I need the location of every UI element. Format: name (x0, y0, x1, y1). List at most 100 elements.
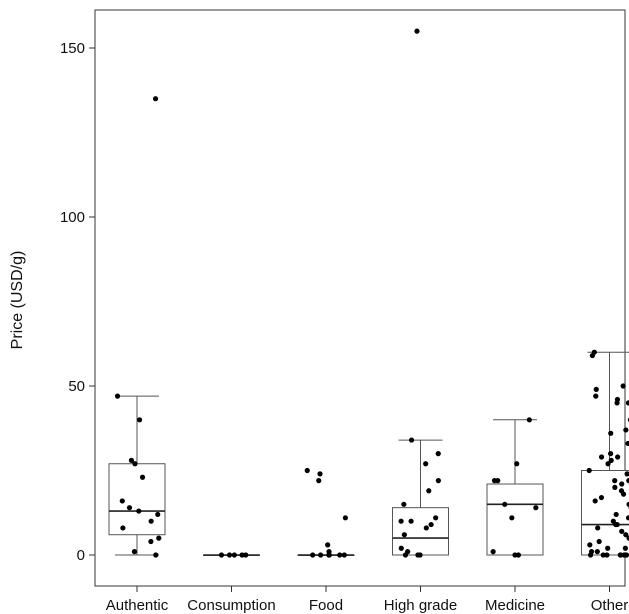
iqr-box (108, 463, 166, 536)
data-point (605, 461, 611, 467)
data-point (612, 484, 618, 490)
x-tick-label: High grade (384, 597, 457, 614)
y-tick-label: 0 (77, 547, 85, 564)
y-axis-title: Price (USD/g) (9, 251, 26, 350)
data-point (605, 545, 611, 551)
data-point (148, 518, 154, 524)
data-point (509, 515, 515, 521)
data-point (600, 552, 606, 558)
data-point (623, 427, 629, 433)
x-axis: Authentic Consumption Food High grade Medici… (106, 586, 629, 614)
data-point (156, 535, 162, 541)
data-point (615, 454, 621, 460)
iqr-box (486, 483, 544, 556)
data-point (502, 501, 508, 507)
data-point (587, 542, 593, 548)
data-point (495, 478, 501, 484)
x-tick-label: Medicine (485, 597, 545, 614)
data-point (415, 552, 421, 558)
data-point (592, 498, 598, 504)
box-high-grade (392, 439, 449, 556)
data-point (490, 549, 496, 555)
data-point (342, 515, 348, 521)
data-point (239, 552, 245, 558)
y-tick-label: 50 (68, 378, 85, 395)
data-point (623, 532, 629, 538)
data-point (408, 437, 415, 443)
box-other (581, 351, 629, 556)
data-point (608, 457, 614, 463)
data-point (337, 552, 343, 558)
data-point (614, 400, 620, 406)
data-point (612, 478, 618, 484)
x-tick-label: Food (309, 597, 343, 614)
data-point (326, 552, 332, 558)
box-authentic (108, 395, 166, 556)
data-point (119, 498, 125, 504)
data-point (619, 481, 625, 487)
data-point (613, 511, 619, 518)
data-point (596, 538, 602, 545)
data-point (435, 451, 441, 457)
data-point (243, 552, 249, 558)
data-point (318, 552, 324, 558)
data-point (515, 552, 522, 558)
data-point (604, 552, 610, 558)
data-point (131, 549, 138, 555)
data-point (586, 467, 592, 474)
data-point (126, 505, 133, 511)
data-point (317, 471, 323, 477)
data-point (341, 552, 347, 558)
data-point (626, 478, 629, 484)
x-tick-label: Other (591, 597, 629, 614)
data-point (619, 528, 625, 534)
data-point (152, 96, 159, 102)
data-point (514, 461, 520, 467)
data-point (325, 542, 331, 548)
data-point (114, 393, 121, 399)
data-point (304, 467, 310, 474)
data-point (120, 525, 126, 531)
data-point (155, 511, 161, 518)
data-point (626, 501, 629, 507)
data-point (398, 518, 404, 524)
data-point (401, 501, 407, 507)
data-point (428, 521, 434, 528)
data-point (608, 451, 614, 457)
data-point (426, 488, 432, 494)
data-point (226, 552, 233, 558)
data-point (401, 532, 407, 538)
data-point (620, 491, 627, 497)
data-point (598, 494, 605, 501)
data-point (153, 552, 159, 558)
data-point (626, 535, 629, 541)
data-point (231, 552, 237, 558)
data-point (408, 518, 414, 524)
data-point (435, 478, 441, 484)
data-point (594, 549, 600, 555)
data-point (402, 552, 409, 558)
data-point (423, 525, 429, 531)
data-point (587, 552, 594, 558)
data-point (310, 552, 316, 558)
x-tick-label: Authentic (106, 597, 169, 614)
y-tick-label: 150 (60, 40, 85, 57)
data-point (625, 515, 629, 521)
data-point (148, 538, 154, 545)
plot-frame (94, 9, 626, 587)
data-point (136, 417, 143, 423)
data-point (423, 461, 429, 467)
data-point (613, 521, 619, 528)
data-point (621, 552, 627, 558)
data-point (589, 352, 596, 359)
data-point (617, 552, 623, 558)
points-layer (114, 28, 629, 558)
data-point (624, 471, 629, 477)
data-point (620, 383, 626, 389)
data-point (622, 545, 628, 551)
data-point (593, 393, 599, 399)
y-tick-label: 100 (60, 209, 85, 226)
data-point (128, 457, 135, 463)
boxes-layer (108, 351, 629, 556)
